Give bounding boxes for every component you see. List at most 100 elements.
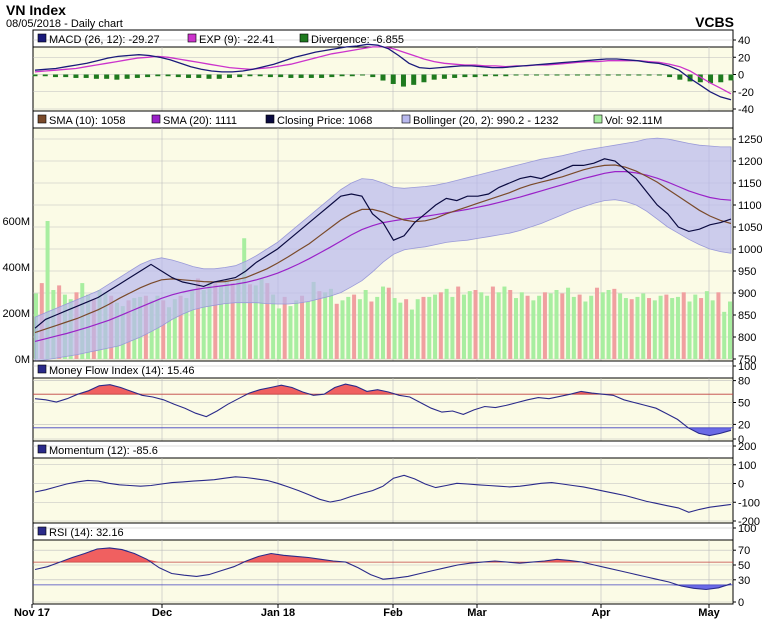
divergence-bar (308, 74, 314, 78)
volume-bar (294, 300, 299, 359)
volume-bar (525, 295, 530, 359)
divergence-bar (32, 74, 38, 77)
y-tick-label: 0 (738, 70, 744, 82)
divergence-bar (523, 74, 529, 76)
divergence-bar (534, 74, 540, 76)
divergence-bar (134, 74, 140, 78)
momentum-line (34, 474, 732, 513)
divergence-bar (298, 74, 304, 78)
divergence-bar (554, 74, 560, 76)
mfi-panel-line (34, 383, 732, 437)
volume-bar (635, 296, 640, 359)
chart-source: VCBS (695, 14, 734, 30)
divergence-bar (267, 74, 273, 78)
divergence-bar (226, 74, 232, 78)
volume-bar (577, 294, 582, 359)
volume-bar (311, 281, 316, 359)
divergence-bar (288, 74, 294, 78)
volume-bar (305, 301, 310, 359)
volume-bar (190, 290, 195, 359)
volume-bar (276, 308, 281, 359)
divergence-bar (605, 74, 611, 76)
legend-swatch (37, 114, 47, 124)
volume-bar (375, 296, 380, 359)
overbought-fill (35, 547, 731, 563)
y-tick-label: -200 (738, 516, 760, 528)
volume-bar (386, 287, 391, 359)
volume-bar (583, 301, 588, 359)
y-tick-label: 0 (738, 434, 744, 446)
volume-bar (236, 279, 241, 359)
y-tick-label: 50 (738, 560, 750, 572)
y-tick-label: 1250 (738, 134, 762, 146)
divergence-bar (708, 74, 714, 84)
volume-bar (473, 290, 478, 359)
volume-bar (548, 293, 553, 359)
volume-bar (253, 285, 258, 359)
volume-bar (247, 284, 252, 359)
divergence-bar (52, 74, 58, 78)
legend-text: Vol: 92.11M (605, 115, 662, 127)
volume-bar (201, 290, 206, 359)
y-tick-label: 1100 (738, 200, 762, 212)
volume-bar (658, 295, 663, 359)
divergence-bar (411, 74, 417, 85)
y-tick-label: 100 (738, 460, 756, 472)
bollinger-band (34, 137, 732, 362)
x-tick-label: Mar (467, 607, 487, 619)
divergence-bar (544, 74, 550, 76)
legend-text: EXP (9): -22.41 (199, 34, 275, 46)
rsi-panel-line (34, 547, 732, 591)
y-tick-label: 200 (738, 441, 756, 453)
divergence-bar (175, 74, 181, 78)
volume-bar (514, 298, 519, 359)
volume-bar (271, 294, 276, 359)
divergence-bar (574, 74, 580, 76)
y-tick-label: 100 (738, 523, 756, 535)
price-panel: 1250 1200 1150 1100 1050 1000 950 900 850 800 750 6… (2, 110, 762, 366)
rsi-panel: 100 70 50 30 0 RSI (14): 32.16 (32, 522, 756, 609)
volume-bar (490, 286, 495, 359)
divergence-bar (390, 74, 396, 84)
y-tick-label: -40 (738, 104, 754, 116)
volume-bar (415, 299, 420, 359)
y-tick-label: -100 (738, 497, 760, 509)
volume-bar (172, 299, 177, 359)
divergence-bar (615, 74, 621, 76)
volume-bar (728, 301, 732, 359)
volume-bar (288, 306, 293, 359)
legend-text: MACD (26, 12): -29.27 (49, 34, 160, 46)
volume-bar (282, 296, 287, 359)
y-tick-label: 20 (738, 419, 750, 431)
volume-bar (612, 288, 617, 359)
volume-bar (722, 311, 727, 359)
volume-bar (496, 292, 501, 359)
volume-bar (693, 294, 698, 359)
legend-swatch (401, 114, 411, 124)
y-tick-label: 30 (738, 575, 750, 587)
divergence-bar (441, 74, 447, 79)
volume-bar (600, 292, 605, 359)
legend-text: SMA (20): 1111 (163, 115, 237, 127)
volume-bar (542, 292, 547, 359)
volume-bar (357, 299, 362, 359)
volume-bar (641, 293, 646, 359)
volume-bar (606, 290, 611, 359)
volume-tick-label: 0M (15, 354, 30, 366)
legend-swatch (37, 526, 47, 536)
y-tick-label: 800 (738, 332, 756, 344)
y-tick-label: 900 (738, 288, 756, 300)
volume-bar (195, 278, 200, 359)
volume-bar (629, 299, 634, 359)
divergence-bar (718, 74, 724, 83)
volume-bar (716, 292, 721, 359)
divergence-bar (656, 74, 662, 76)
volume-bar (219, 285, 224, 359)
y-tick-label: 1200 (738, 156, 762, 168)
divergence-bar (636, 74, 642, 76)
y-tick-label: -20 (738, 87, 754, 99)
x-tick-label: Apr (592, 607, 612, 619)
volume-bar (670, 298, 675, 359)
divergence-bar (493, 74, 499, 77)
volume-bar (537, 295, 542, 359)
